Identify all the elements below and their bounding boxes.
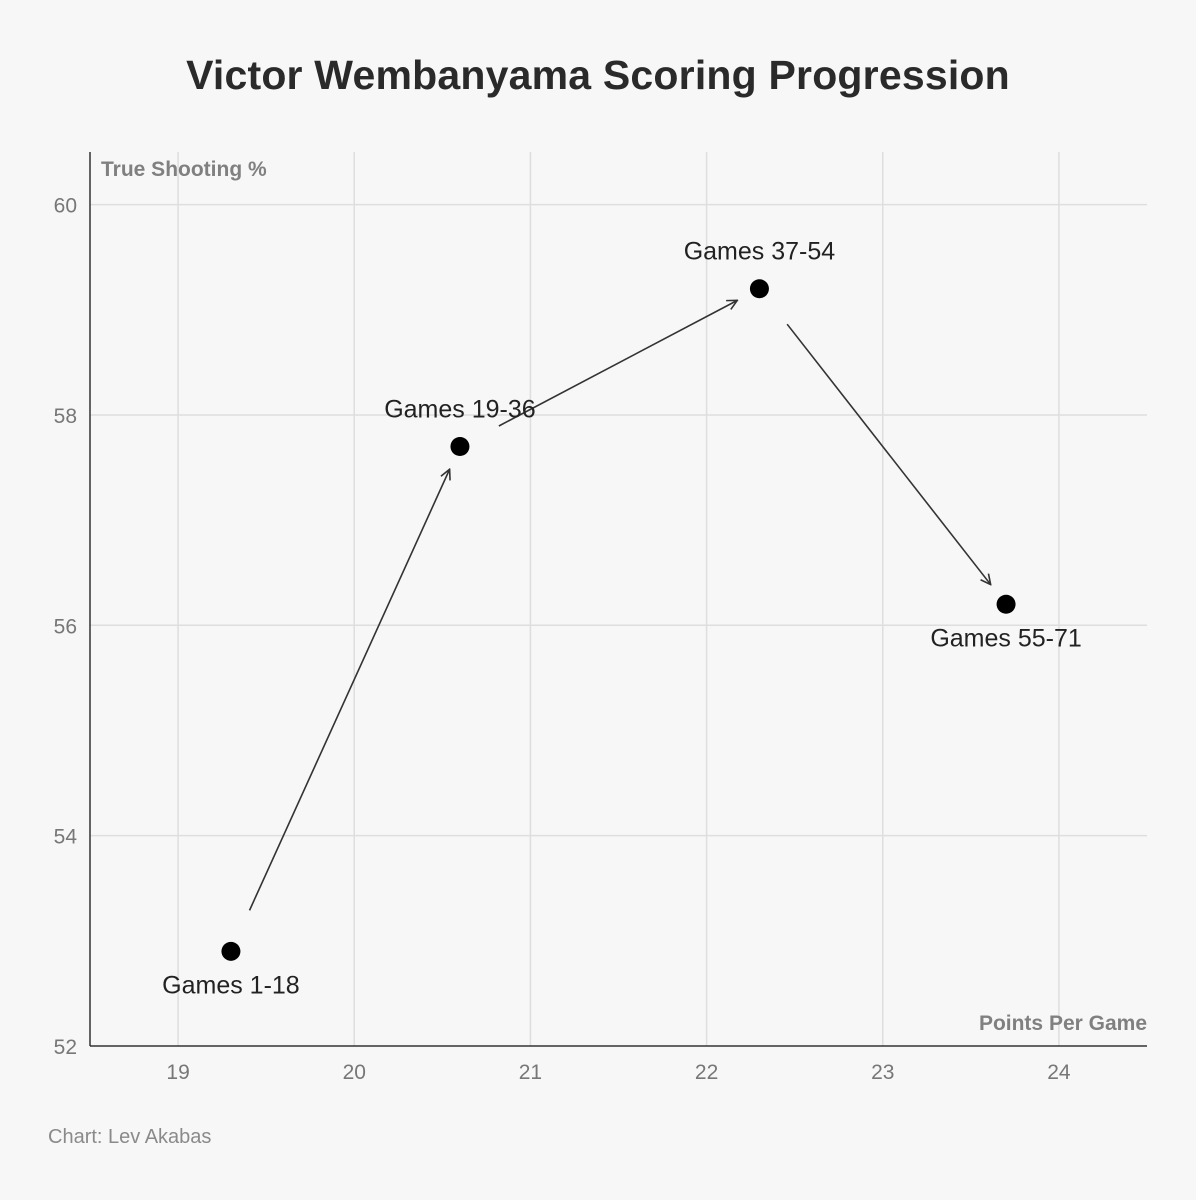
y-tick-label: 58 bbox=[54, 405, 77, 428]
x-tick-label: 23 bbox=[871, 1061, 894, 1084]
y-axis-title: True Shooting % bbox=[101, 158, 267, 181]
data-point-label: Games 37-54 bbox=[684, 238, 836, 266]
x-tick-label: 22 bbox=[695, 1061, 718, 1084]
data-point bbox=[996, 594, 1016, 614]
data-point bbox=[749, 279, 769, 299]
data-point-label: Games 1-18 bbox=[162, 971, 300, 999]
data-point bbox=[221, 941, 241, 961]
x-tick-label: 19 bbox=[166, 1061, 189, 1084]
y-tick-label: 56 bbox=[54, 615, 77, 638]
progression-arrow bbox=[786, 323, 991, 584]
x-tick-label: 20 bbox=[343, 1061, 366, 1084]
y-tick-label: 52 bbox=[54, 1036, 77, 1059]
data-point-label: Games 19-36 bbox=[384, 395, 535, 423]
y-tick-label: 54 bbox=[54, 826, 78, 849]
chart-title: Victor Wembanyama Scoring Progression bbox=[186, 52, 1010, 98]
source-note: Chart: Lev Akabas bbox=[48, 1126, 212, 1148]
x-tick-label: 24 bbox=[1047, 1061, 1071, 1084]
progression-arrow bbox=[248, 469, 450, 911]
progression-arrow bbox=[498, 300, 737, 427]
y-tick-label: 60 bbox=[54, 195, 77, 218]
x-axis-title: Points Per Game bbox=[979, 1012, 1147, 1035]
data-point-label: Games 55-71 bbox=[930, 624, 1081, 652]
x-tick-label: 21 bbox=[519, 1061, 542, 1084]
data-point bbox=[450, 436, 470, 456]
